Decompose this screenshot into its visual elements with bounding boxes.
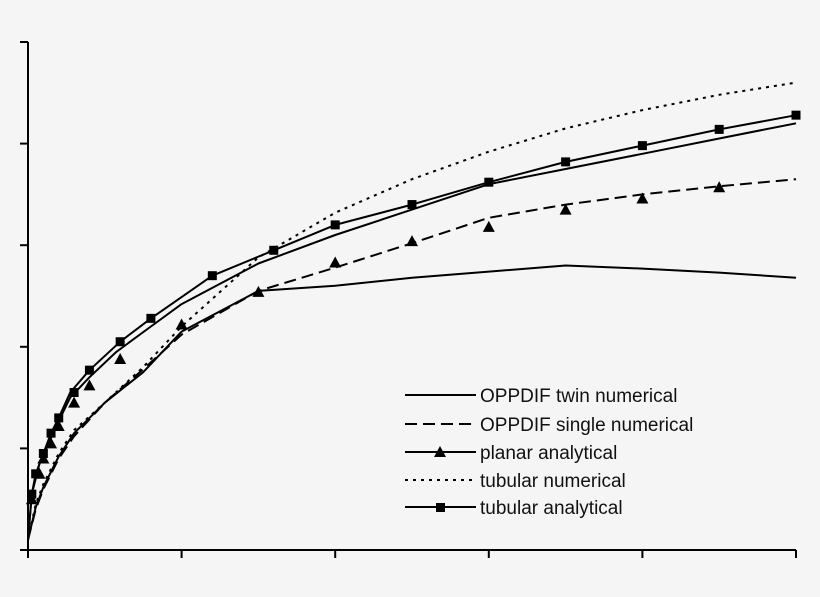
series-2-point-12	[482, 220, 495, 232]
series-4-point-15	[637, 141, 647, 151]
series-4-point-13	[484, 177, 494, 187]
series-4	[27, 110, 801, 540]
legend-marker-triangle-icon	[434, 446, 446, 457]
series-2	[25, 122, 797, 540]
legend: OPPDIF twin numerical OPPDIF single nume…	[405, 386, 693, 519]
series-layer	[25, 81, 801, 541]
legend-label-opdif-single: OPPDIF single numerical	[480, 415, 693, 436]
series-3	[27, 81, 797, 541]
series-line-2	[27, 122, 797, 540]
legend-marker-square-icon	[436, 503, 445, 512]
series-line-0	[27, 264, 797, 541]
series-4-point-9	[207, 271, 217, 281]
series-4-point-5	[69, 388, 79, 398]
series-4-point-12	[407, 200, 417, 210]
series-2-point-9	[252, 285, 265, 297]
series-2-point-13	[559, 203, 572, 215]
series-line-3	[27, 81, 797, 541]
series-4-point-6	[84, 365, 94, 375]
series-line-1	[27, 178, 797, 541]
series-4-point-2	[38, 448, 48, 458]
series-2-point-10	[329, 256, 342, 268]
series-4-point-3	[46, 428, 56, 438]
series-2-point-5	[68, 396, 81, 408]
series-4-point-10	[269, 245, 279, 255]
series-4-point-17	[791, 110, 801, 120]
series-4-point-14	[561, 157, 571, 167]
legend-entry-planar-analytical: planar analytical	[405, 443, 617, 464]
legend-entry-opdif-twin: OPPDIF twin numerical	[405, 386, 677, 407]
series-2-point-4	[52, 420, 65, 432]
series-4-point-4	[54, 413, 64, 423]
legend-entry-tubular-numerical: tubular numerical	[405, 471, 626, 492]
legend-label-tubular-analytical: tubular analytical	[480, 498, 623, 519]
series-4-point-1	[31, 469, 41, 479]
legend-entry-opdif-single: OPPDIF single numerical	[405, 415, 693, 436]
series-2-point-8	[175, 318, 188, 330]
series-2-point-6	[83, 379, 96, 391]
legend-label-tubular-numerical: tubular numerical	[480, 471, 626, 492]
series-4-point-11	[330, 220, 340, 230]
series-2-point-14	[636, 192, 649, 204]
series-4-point-0	[27, 489, 37, 499]
series-2-point-11	[406, 235, 418, 247]
series-1	[27, 178, 797, 541]
legend-label-planar-analytical: planar analytical	[480, 443, 617, 464]
legend-entry-tubular-analytical: tubular analytical	[405, 498, 623, 519]
series-4-point-8	[146, 313, 156, 323]
series-4-point-16	[714, 124, 724, 134]
series-0	[27, 264, 797, 541]
series-2-point-15	[713, 181, 726, 193]
legend-label-opdif-twin: OPPDIF twin numerical	[480, 386, 677, 407]
series-2-point-3	[45, 437, 58, 449]
series-4-point-7	[115, 337, 125, 347]
axes	[20, 41, 797, 558]
series-2-point-7	[114, 352, 127, 364]
